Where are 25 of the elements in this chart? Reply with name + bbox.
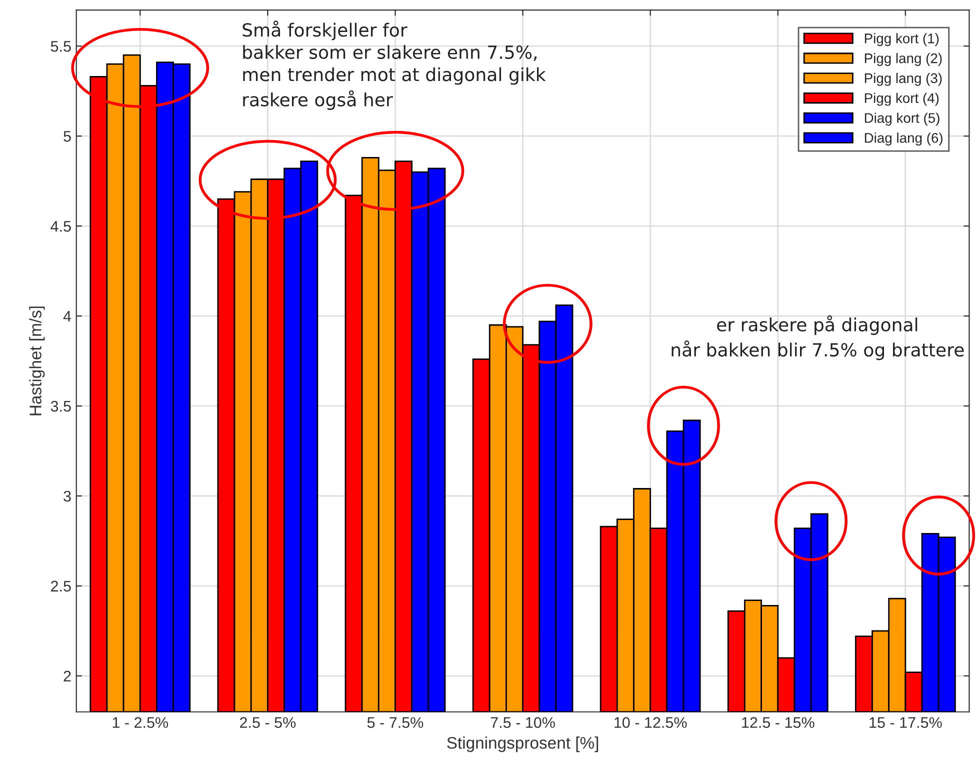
y-tick-label: 3.5 bbox=[50, 400, 71, 412]
legend-label: Pigg lang (3) bbox=[864, 72, 942, 86]
y-tick-label: 5.5 bbox=[50, 41, 71, 52]
legend-label: Diag lang (6) bbox=[864, 132, 942, 146]
y-tick-label: 2 bbox=[64, 670, 71, 682]
x-tick-label: 10 - 12.5% bbox=[614, 717, 687, 728]
annotation: er raskere på diagonal når bakken blir 7.5% og brattere bbox=[672, 315, 964, 360]
x-tick-label: 7.5 - 10% bbox=[490, 717, 555, 728]
y-tick-label: 3 bbox=[64, 490, 71, 502]
legend-label: Diag kort (5) bbox=[864, 112, 940, 126]
y-tick-label: 2.5 bbox=[51, 580, 71, 592]
x-axis-title: Stigningsprosent [%] bbox=[447, 736, 598, 752]
y-axis-title: Hastighet [m/s] bbox=[29, 306, 45, 416]
legend-label: Pigg kort (1) bbox=[864, 33, 939, 46]
x-tick-label: 12.5 - 15% bbox=[742, 717, 814, 728]
x-tick-label: 5 - 7.5% bbox=[367, 717, 424, 728]
x-tick-label: 2.5 - 5% bbox=[240, 717, 296, 728]
legend-label: Pigg lang (2) bbox=[864, 53, 942, 66]
y-tick-label: 4 bbox=[63, 311, 72, 322]
x-tick-label: 1 - 2.5% bbox=[112, 717, 168, 728]
annotation: Små forskjeller for bakker som er slakere enn 7.5%, men trender mot at diagonal gikk raskere også her bbox=[242, 20, 546, 110]
y-tick-label: 4.5 bbox=[50, 221, 71, 232]
y-tick-label: 5 bbox=[64, 131, 71, 142]
legend-label: Pigg kort (4) bbox=[864, 92, 939, 106]
x-tick-label: 15 - 17.5% bbox=[870, 717, 942, 728]
